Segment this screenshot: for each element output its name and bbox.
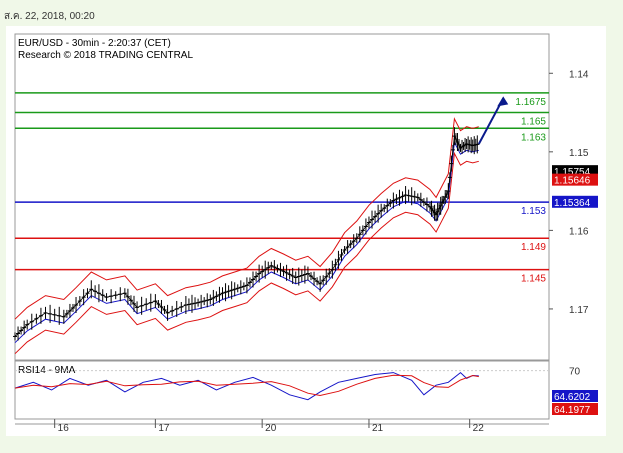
bollinger-lower — [14, 151, 479, 355]
level-label: 1.153 — [521, 206, 546, 217]
rsi-ma-line — [14, 374, 479, 397]
rsi-value-tag — [552, 403, 598, 415]
price-tag — [552, 173, 598, 186]
y-tick-label: 1.15 — [569, 148, 589, 159]
projection-arrowhead — [497, 96, 509, 107]
x-tick-label: 22 — [473, 423, 485, 434]
timestamp: ส.ค. 22, 2018, 00:20 — [4, 11, 95, 22]
level-label: 1.1675 — [515, 97, 546, 108]
rsi-panel — [14, 360, 550, 420]
price-tag-label: 1.15754 — [554, 167, 591, 178]
rsi-value-label: 64.1977 — [554, 405, 591, 416]
price-panel — [14, 33, 550, 361]
level-label: 1.145 — [521, 274, 546, 285]
rsi-line — [14, 371, 479, 401]
chart-subtitle: Research © 2018 TRADING CENTRAL — [18, 50, 193, 61]
y-tick-label: 1.16 — [569, 226, 589, 237]
chart-title: EUR/USD - 30min - 2:20:37 (CET) — [18, 38, 171, 49]
x-tick-label: 20 — [265, 423, 277, 434]
price-tag-label: 1.15364 — [554, 198, 591, 209]
price-chart: 1.17 1.16 1.15 1.14 16 17 20 21 22 1.1675 1.165 1.1… — [13, 33, 598, 434]
rsi-title: RSI14 - 9MA — [18, 365, 76, 376]
level-label: 1.149 — [521, 242, 546, 253]
level-label: 1.165 — [521, 117, 546, 128]
x-tick-label: 16 — [58, 423, 70, 434]
x-tick-label: 21 — [372, 423, 384, 434]
top-bar: ส.ค. 22, 2018, 00:20 — [0, 0, 623, 26]
price-tag — [552, 195, 598, 208]
rsi-value-label: 64.6202 — [554, 392, 591, 403]
rsi-value-tag — [552, 390, 598, 402]
price-tag-label: 1.15646 — [554, 176, 591, 187]
rsi-tick-label: 70 — [569, 367, 581, 378]
price-line — [14, 134, 479, 337]
y-tick-label: 1.14 — [569, 69, 589, 80]
x-tick-label: 17 — [158, 423, 170, 434]
bollinger-upper — [14, 117, 479, 320]
level-label: 1.163 — [521, 132, 546, 143]
y-tick-label: 1.17 — [569, 305, 589, 316]
moving-average — [14, 140, 479, 344]
chart-frame: 1.17 1.16 1.15 1.14 16 17 20 21 22 1.1675 1.165 1.1… — [6, 26, 606, 436]
